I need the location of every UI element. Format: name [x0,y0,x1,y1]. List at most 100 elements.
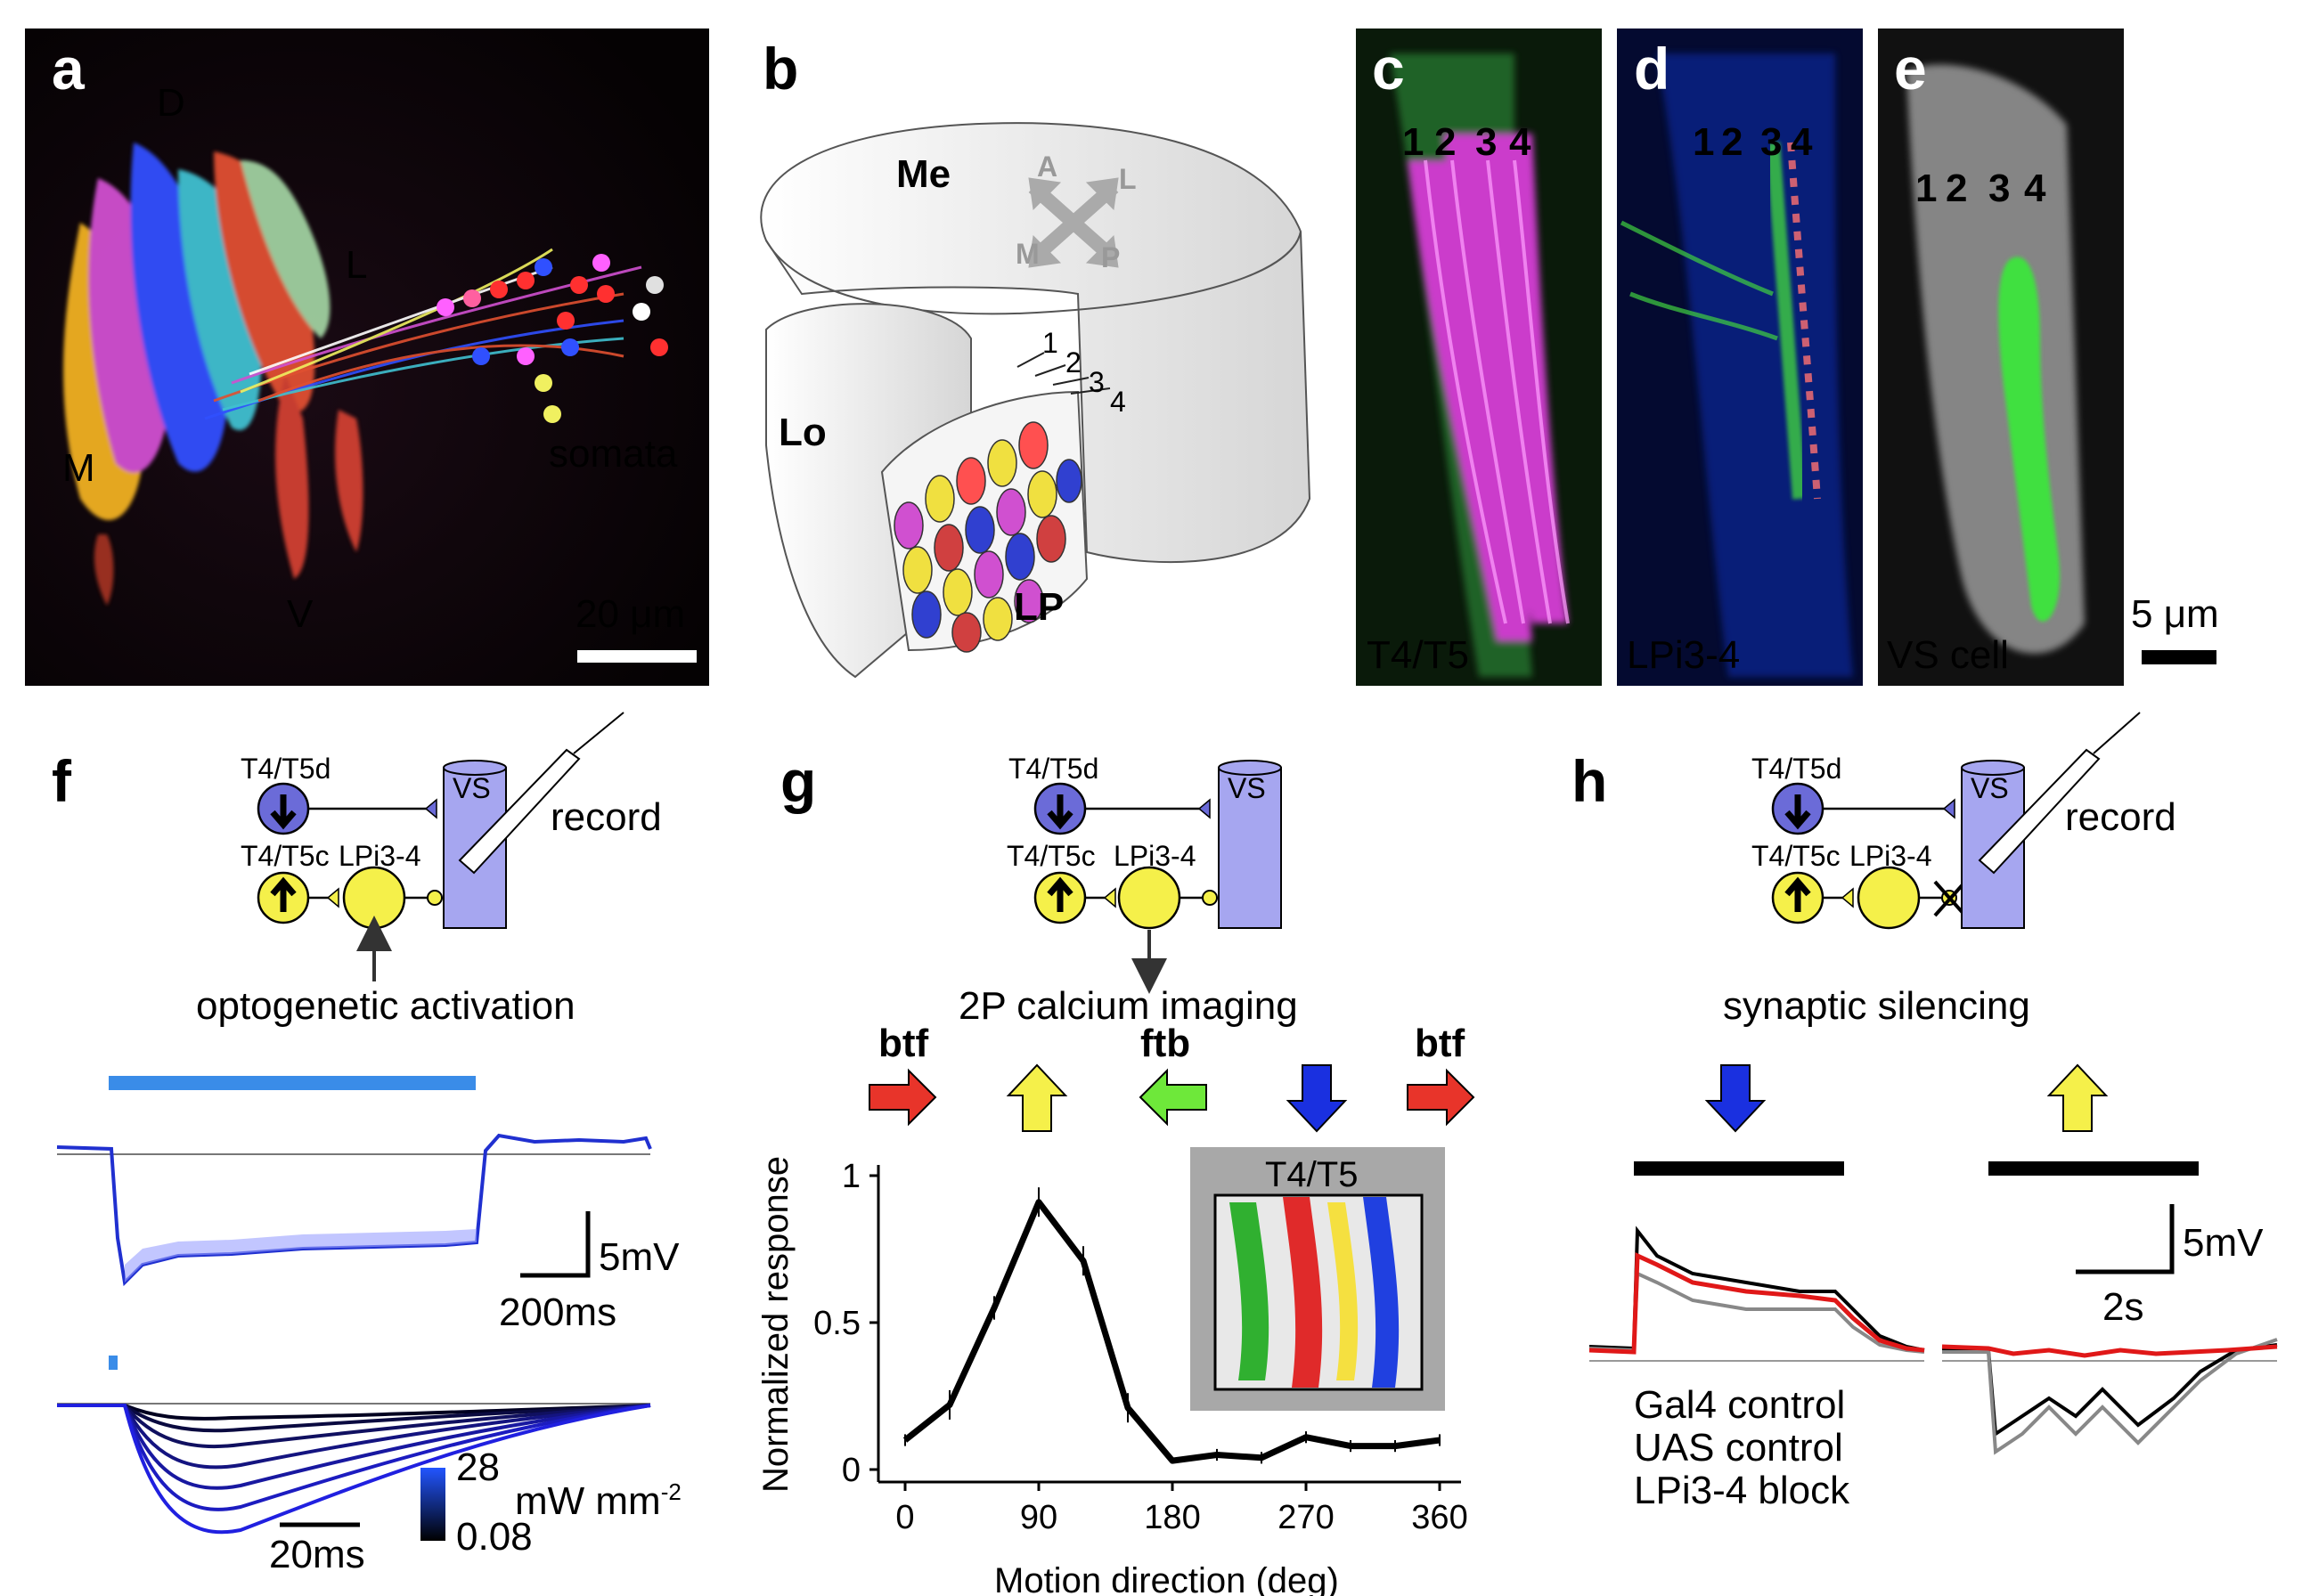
layer-d-2: 2 [1721,120,1743,164]
panel-a-letter: a [52,36,86,102]
legend-block: LPi3-4 block [1634,1469,1850,1512]
panel-a: a D L M V somata 20 μm [25,28,709,686]
panel-e: e 1 2 3 4 VS cell 5 μm [1878,28,2219,686]
layer-c-3: 3 [1475,120,1497,164]
down-arrow-icon [1704,1064,1767,1133]
x-tick-label: 90 [1020,1499,1057,1536]
panel-f-letter: f [52,748,72,814]
g-t45c: T4/T5c [1007,840,1096,872]
ftb-label: ftb [1140,1022,1190,1065]
h-lpi: LPi3-4 [1849,840,1932,872]
panel-c-letter: c [1372,36,1405,102]
inset-title: T4/T5 [1265,1155,1358,1194]
lp-label: LP [1014,585,1064,629]
intensity-colorbar [420,1468,445,1541]
light-stim-bar-long [109,1076,476,1090]
scalebar-e [2142,650,2216,664]
layer-b-3: 3 [1089,366,1105,398]
layer-c-2: 2 [1434,120,1456,164]
panel-h: h T4/T5d T4/T5c LPi3-4 VS record synapti… [1571,712,2278,1512]
axis-a: A [1037,151,1057,183]
legend-gal4: Gal4 control [1634,1383,1845,1427]
panel-f: f T4/T5d T4/T5c LPi3-4 VS record optogen… [52,712,682,1576]
dorsal-label: D [157,81,185,125]
x-tick-label: 180 [1144,1499,1200,1536]
cbar-max: 28 [456,1445,500,1489]
layer-b-1: 1 [1042,327,1058,359]
stim-bar-down [1634,1161,1844,1176]
lo-label: Lo [779,411,827,454]
h-method: synaptic silencing [1723,984,2030,1028]
layer-d-3: 3 [1760,120,1782,164]
layer-c-1: 1 [1402,120,1424,164]
t4t5-inset: T4/T5 [1190,1147,1445,1411]
h-t45d: T4/T5d [1751,753,1841,785]
cbar-unit-exponent: -2 [661,1478,682,1505]
f-record: record [551,795,662,839]
layer-e-2: 2 [1946,167,1967,210]
tuning-curve [902,1199,1441,1464]
circuit-h [1771,712,2141,930]
caption-d: LPi3-4 [1627,633,1740,677]
axis-l: L [1119,163,1137,195]
legend-uas: UAS control [1634,1426,1843,1470]
layer-d-4: 4 [1791,120,1813,164]
layer-lines [1016,352,1111,395]
lp-columns [894,421,1082,653]
f-method: optogenetic activation [196,984,576,1028]
h-scale-v: 5mV [2183,1221,2264,1265]
panel-g: g T4/T5d T4/T5c LPi3-4 VS 2P calcium ima… [756,748,1475,1596]
h-t45c: T4/T5c [1751,840,1841,872]
light-stim-bar-short [109,1356,118,1370]
somata-label: somata [549,432,678,476]
btf-label-1: btf [878,1022,929,1065]
ventral-label: V [287,592,314,636]
y-ticks: 00.51 [813,1158,878,1489]
neuron-arbors [63,142,363,606]
f-lpi: LPi3-4 [339,840,421,872]
f-vs: VS [453,772,491,804]
up-arrow-icon [2046,1063,2109,1132]
vs-cell-shape [1998,256,2061,622]
layer-c-4: 4 [1509,120,1531,164]
panel-b-letter: b [763,36,798,102]
x-tick-label: 270 [1278,1499,1334,1536]
btf-label-2: btf [1415,1022,1465,1065]
panel-d-letter: d [1634,36,1669,102]
circuit-f [257,712,624,981]
layer-e-3: 3 [1988,167,2010,210]
orientation-compass [1028,177,1119,268]
layer-b-4: 4 [1110,386,1126,418]
g-vs: VS [1228,772,1266,804]
scalebar-a-label: 20 μm [576,592,685,636]
circuit-g [1033,760,1282,994]
stim-bar-up [1988,1161,2199,1176]
panel-h-letter: h [1571,748,1607,814]
panel-g-letter: g [780,748,816,814]
g-lpi: LPi3-4 [1114,840,1196,872]
f-scale-t1: 200ms [499,1291,616,1334]
x-tick-label: 360 [1411,1499,1467,1536]
x-ticks: 0 90 180 270 360 [895,1482,1468,1536]
layer-e-4: 4 [2024,167,2046,210]
f-t45d: T4/T5d [241,753,331,785]
f-scale-v: 5mV [599,1235,680,1279]
direction-arrows [869,1063,1475,1133]
y-axis-label: Normalized response [756,1156,796,1493]
caption-e: VS cell [1887,633,2009,677]
y-tick-label: 1 [842,1158,861,1195]
caption-c: T4/T5 [1367,633,1469,677]
tuning-chart: 00.51 0 90 180 270 360 Motion direction (deg… [756,1156,1468,1596]
scalebar-e-label: 5 μm [2131,592,2219,636]
h-record: record [2065,795,2176,839]
y-tick-label: 0 [842,1452,861,1489]
f-t45c: T4/T5c [241,840,330,872]
cell-somata [437,254,668,423]
panel-d: d 1 2 3 4 LPi3-4 [1617,28,1863,686]
panel-c: c 1 2 3 4 T4/T5 [1356,28,1602,686]
panel-b: b [760,36,1311,679]
f-scale-t2: 20ms [269,1533,365,1576]
scalebar-a [577,650,697,663]
layer-e-1: 1 [1915,167,1937,210]
intensity-traces [57,1404,651,1535]
